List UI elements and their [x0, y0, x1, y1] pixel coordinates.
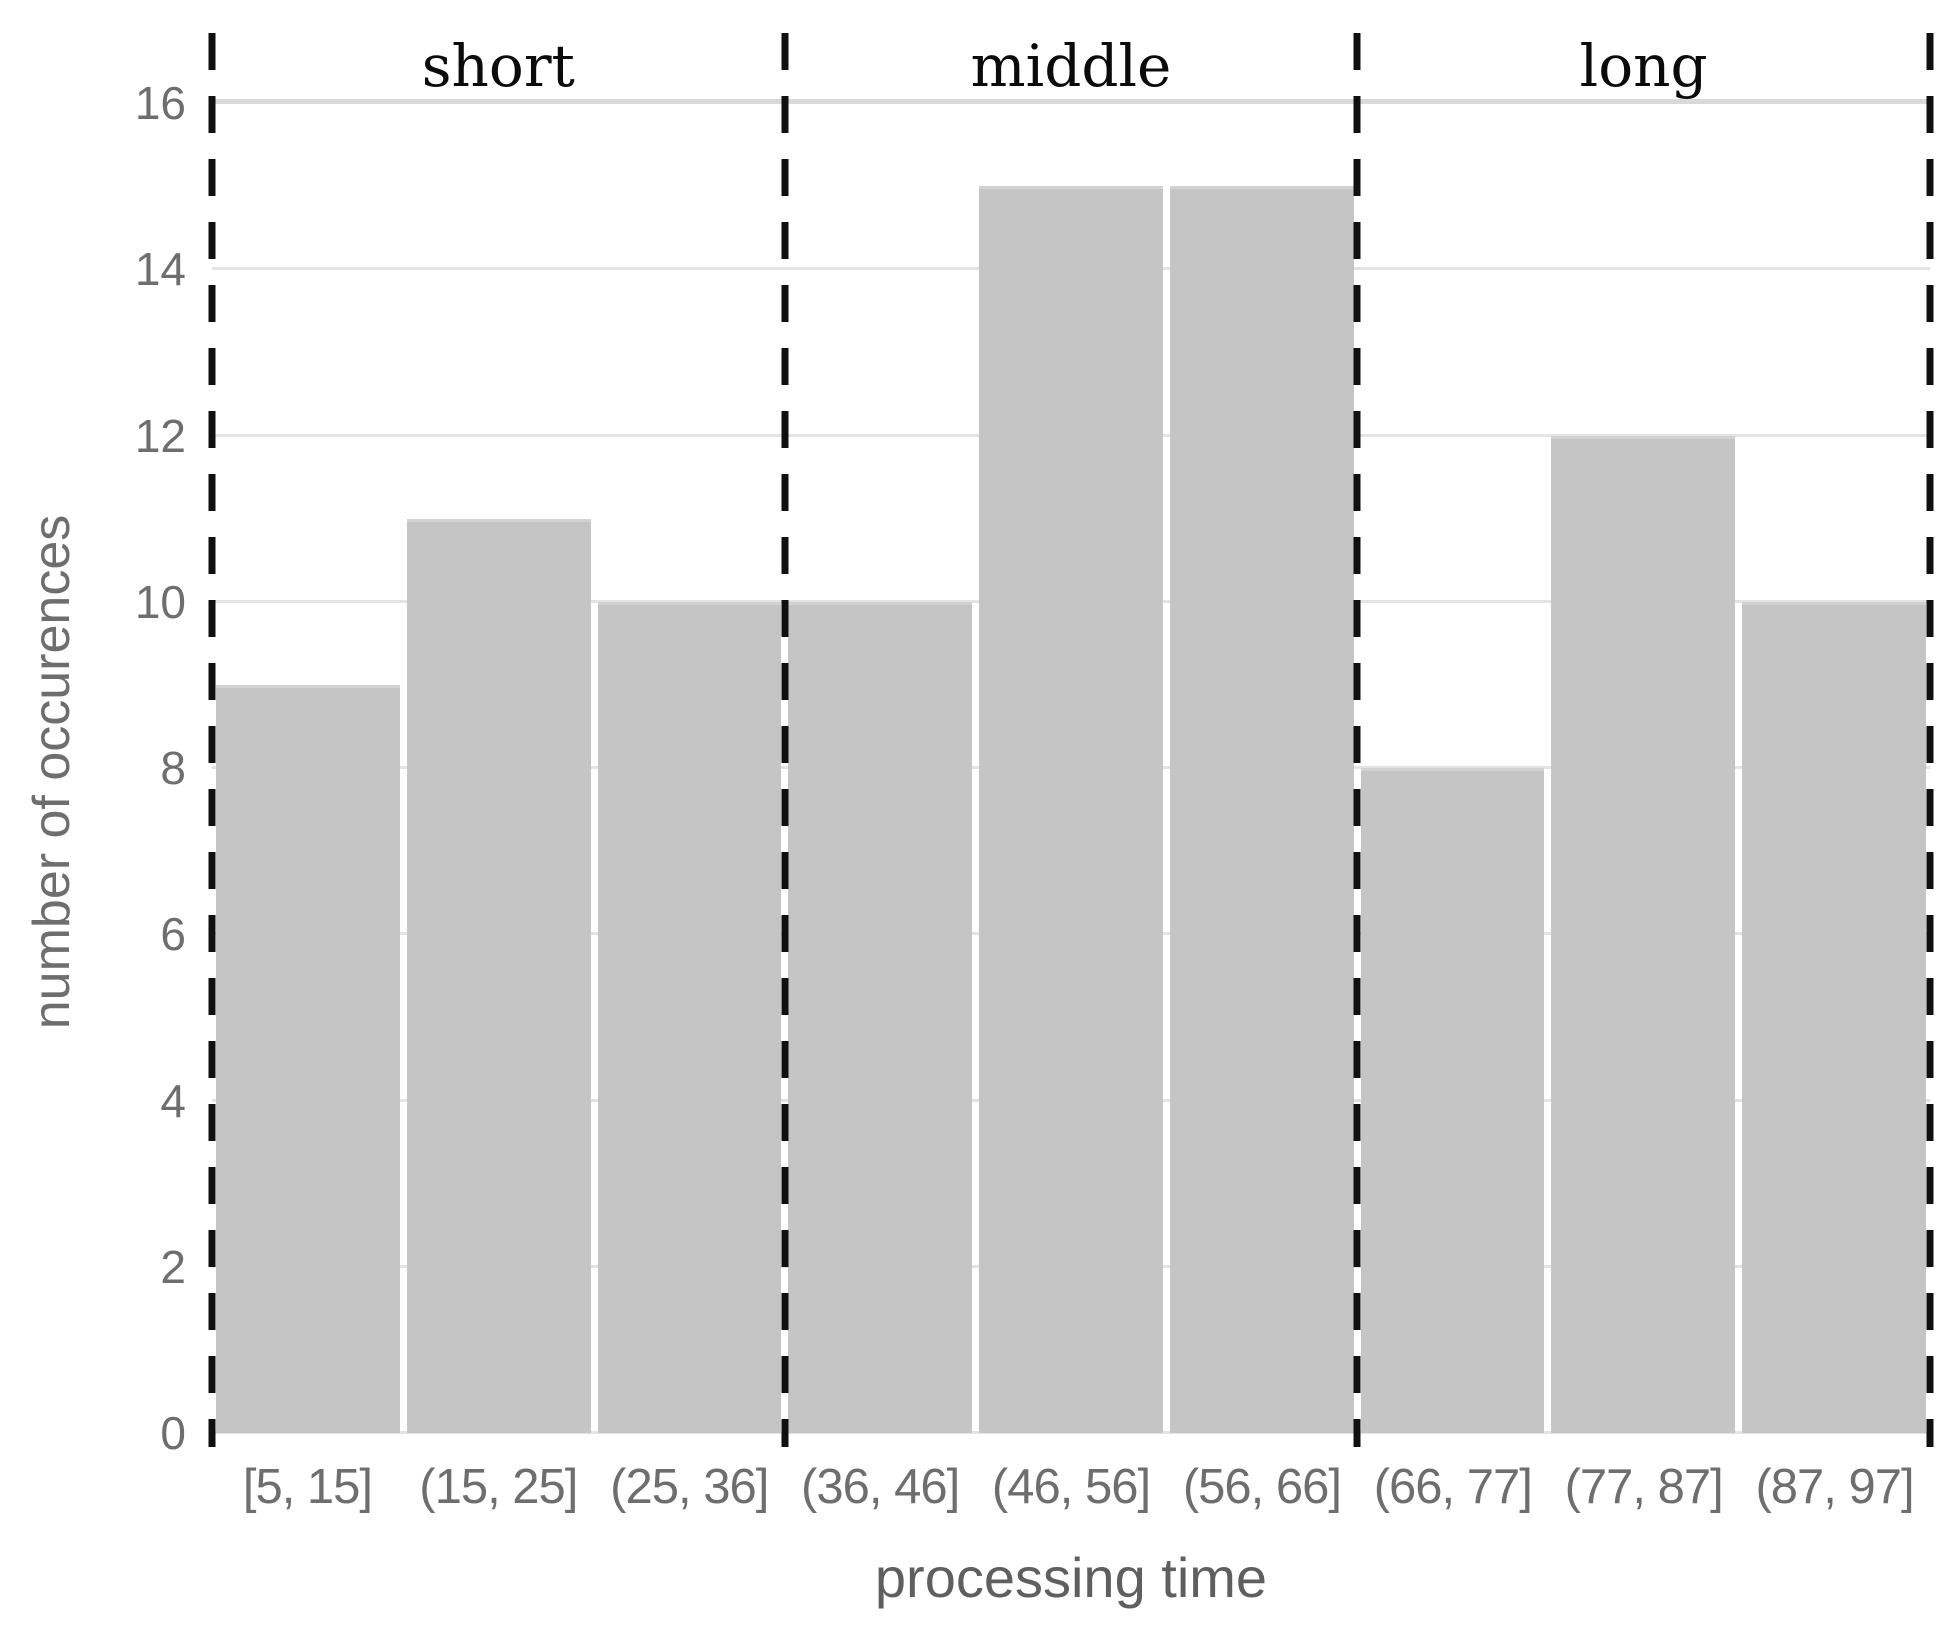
y-tick-label-8: 8 — [160, 742, 186, 794]
plot-area: processing time 0 2 4 6 8 10 12 14 16 short middle… — [135, 33, 1934, 1609]
y-tick-label-6: 6 — [160, 908, 186, 961]
region-divider-6 — [1353, 33, 1361, 1447]
x-tick-label-(66, 77]: (66, 77] — [1373, 1460, 1533, 1514]
bar-(66, 77] — [1360, 768, 1545, 1433]
region-label-short: short — [421, 32, 575, 100]
region-divider-9 — [1926, 33, 1934, 1447]
bar-(15, 25] — [406, 518, 591, 1433]
y-tick-label-12: 12 — [134, 409, 186, 462]
y-tick-label-0: 0 — [160, 1407, 186, 1459]
x-tick-label-(15, 25]: (15, 25] — [419, 1460, 578, 1514]
x-tick-label-(36, 46]: (36, 46] — [801, 1460, 960, 1514]
gridline-16 — [212, 99, 1930, 104]
y-tick-label-2: 2 — [160, 1240, 186, 1293]
x-tick-label-(87, 97]: (87, 97] — [1755, 1460, 1914, 1514]
x-axis-title: processing time — [874, 1546, 1268, 1609]
x-tick-label-(46, 56]: (46, 56] — [991, 1460, 1151, 1514]
x-tick-label-(56, 66]: (56, 66] — [1182, 1460, 1342, 1514]
region-divider-3 — [781, 33, 789, 1447]
bar-(77, 87] — [1551, 435, 1736, 1433]
x-tick-label-(25, 36]: (25, 36] — [610, 1460, 769, 1514]
y-tick-label-16: 16 — [134, 77, 186, 129]
bar-(36, 46] — [788, 601, 973, 1433]
x-tick-label-(77, 87]: (77, 87] — [1564, 1460, 1724, 1514]
bar-(56, 66] — [1169, 186, 1354, 1433]
y-axis-title: number of occurences — [23, 514, 81, 1030]
bar-(87, 97] — [1742, 601, 1927, 1433]
region-label-long: long — [1579, 32, 1708, 100]
x-tick-label-[5, 15]: [5, 15] — [242, 1460, 373, 1514]
x-ticks-row: [5, 15] (15, 25] (25, 36] (36, 46] (46, 56] (… — [212, 1463, 1930, 1512]
y-tick-label-14: 14 — [134, 243, 186, 296]
bar-(46, 56] — [979, 186, 1163, 1433]
bar-(25, 36] — [597, 601, 782, 1433]
y-tick-label-10: 10 — [134, 575, 186, 628]
y-tick-label-4: 4 — [160, 1074, 186, 1127]
bars-container — [212, 103, 1930, 1433]
region-label-middle: middle — [970, 32, 1172, 100]
bar-[5, 15] — [216, 684, 400, 1433]
region-divider-0 — [208, 33, 216, 1447]
